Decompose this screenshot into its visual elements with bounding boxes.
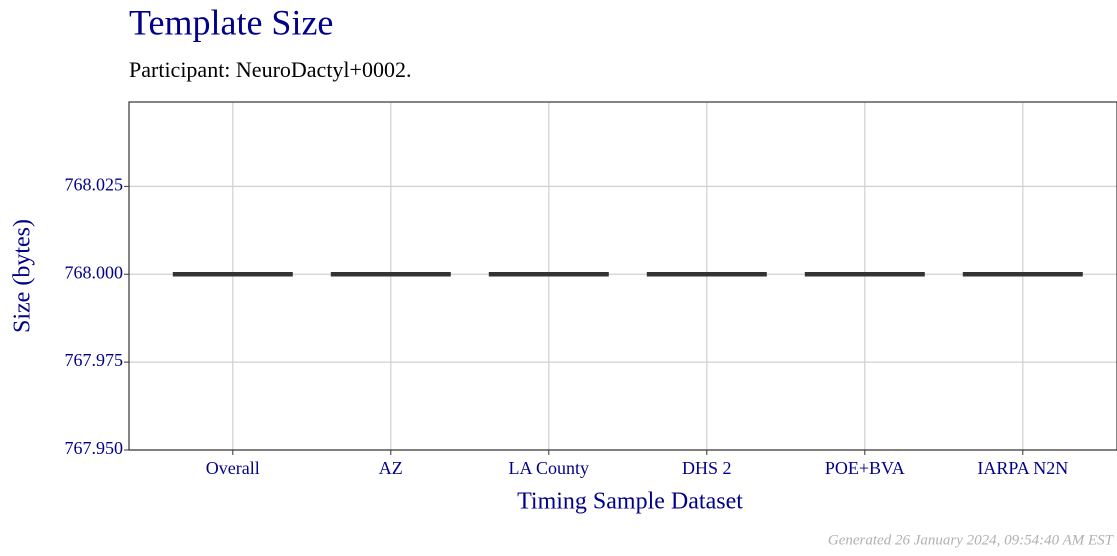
chart-title: Template Size — [129, 2, 333, 42]
plot-border — [128, 101, 1117, 451]
x-tick-label: POE+BVA — [825, 458, 905, 478]
x-tick-label: DHS 2 — [682, 458, 732, 478]
chart-subtitle: Participant: NeuroDactyl+0002. — [129, 57, 411, 82]
y-axis-title: Size (bytes) — [10, 219, 36, 333]
x-tick-label: IARPA N2N — [977, 458, 1068, 478]
x-axis-title: Timing Sample Dataset — [517, 489, 743, 515]
y-tick-label: 767.950 — [65, 438, 124, 458]
x-tick-label: AZ — [379, 458, 403, 478]
y-tick-label: 768.025 — [65, 174, 124, 194]
footer: Generated 26 January 2024, 09:54:40 AM E… — [828, 532, 1115, 548]
y-tick-label: 768.000 — [65, 262, 124, 282]
x-tick-label: LA County — [509, 458, 590, 478]
x-tick-label: Overall — [206, 458, 260, 478]
y-tick-label: 767.975 — [65, 350, 124, 370]
